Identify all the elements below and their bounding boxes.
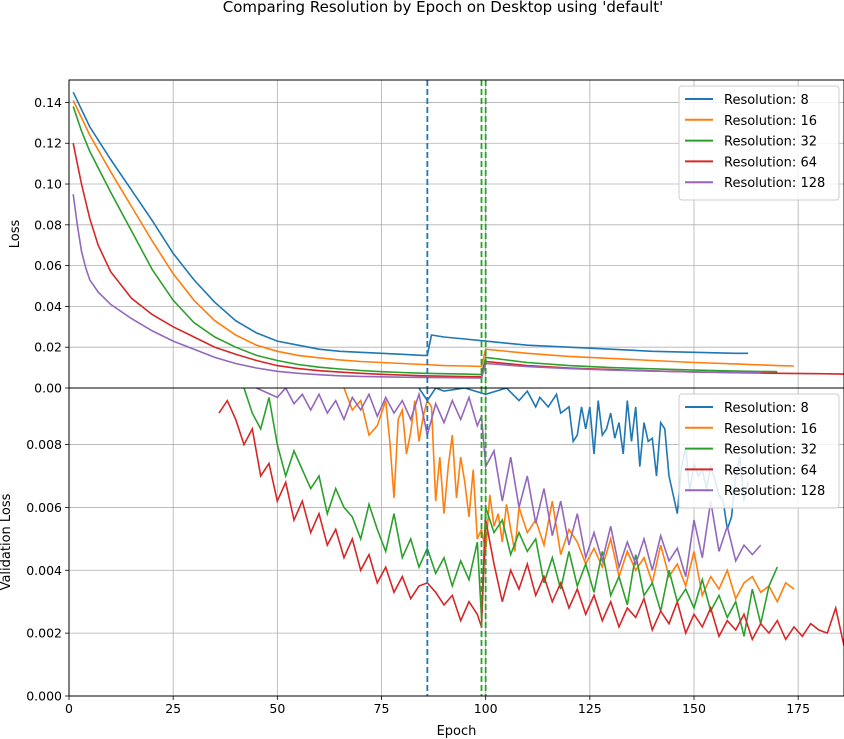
y-tick-label: 0.004 <box>26 563 62 578</box>
y-tick-label: 0.006 <box>26 500 62 515</box>
y-tick-label: 0.00 <box>34 381 62 396</box>
x-tick-label: 100 <box>474 701 498 716</box>
series-line-5 <box>72 194 761 379</box>
x-tick-label: 75 <box>374 701 390 716</box>
legend-label: Resolution: 16 <box>724 114 817 129</box>
legend-label: Resolution: 64 <box>724 463 817 478</box>
legend-label: Resolution: 32 <box>724 443 817 458</box>
figure-title: Comparing Resolution by Epoch on Desktop… <box>223 0 664 16</box>
x-tick-label: 175 <box>786 701 810 716</box>
legend-box <box>678 85 840 201</box>
legend-label: Resolution: 8 <box>724 93 809 108</box>
validation-loss-panel: 0.000 0.002 0.004 0.006 0.008 Validation Loss… <box>0 387 844 739</box>
y-axis-label: Validation Loss <box>0 493 14 590</box>
series-line-3 <box>243 388 779 637</box>
series-line-4 <box>218 398 844 646</box>
y-tick-label: 0.08 <box>34 217 62 232</box>
legend-label: Resolution: 128 <box>724 176 825 191</box>
y-tick-label: 0.06 <box>34 258 62 273</box>
x-axis-label: Epoch <box>437 724 477 739</box>
series-line-2 <box>72 100 795 368</box>
series-line-3 <box>72 106 778 376</box>
legend-label: Resolution: 128 <box>724 484 825 499</box>
y-tick-label: 0.02 <box>34 340 62 355</box>
x-tick-label: 50 <box>269 701 285 716</box>
series-line-5 <box>256 388 762 577</box>
legend-label: Resolution: 64 <box>724 155 817 170</box>
x-tick-label: 0 <box>65 701 73 716</box>
y-tick-label: 0.000 <box>26 689 62 704</box>
y-tick-label: 0.12 <box>34 136 62 151</box>
y-tick-label: 0.008 <box>26 437 62 452</box>
y-tick-label: 0.14 <box>34 95 62 110</box>
series-line-1 <box>72 91 749 357</box>
loss-panel: 0.00 0.02 0.04 0.06 0.08 0.10 0.12 0.14 Loss Reso… <box>8 79 844 396</box>
y-tick-label: 0.04 <box>34 299 62 314</box>
legend-box <box>678 393 840 509</box>
y-tick-label: 0.002 <box>26 626 62 641</box>
legend-label: Resolution: 8 <box>724 401 809 416</box>
axes-frame <box>68 387 844 697</box>
legend-label: Resolution: 16 <box>724 422 817 437</box>
x-tick-label: 150 <box>682 701 706 716</box>
y-tick-label: 0.10 <box>34 177 62 192</box>
x-tick-label: 25 <box>165 701 181 716</box>
legend-label: Resolution: 32 <box>724 135 817 150</box>
x-tick-label: 125 <box>578 701 602 716</box>
y-axis-label: Loss <box>8 220 23 249</box>
